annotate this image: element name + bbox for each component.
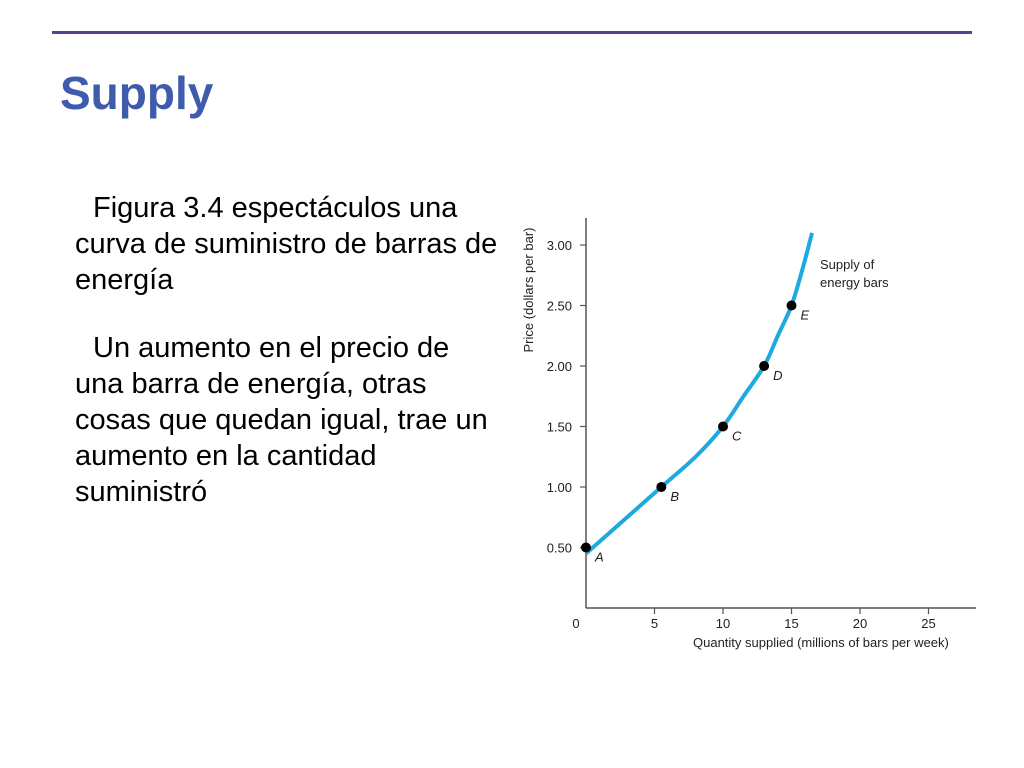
y-tick-label: 0.50 <box>547 541 572 556</box>
x-axis-label: Quantity supplied (millions of bars per … <box>693 635 949 650</box>
x-tick-label: 20 <box>853 616 867 631</box>
y-tick-label: 2.50 <box>547 299 572 314</box>
supply-curve <box>584 232 814 556</box>
point-d <box>759 361 770 371</box>
y-tick-label: 2.00 <box>547 359 572 374</box>
y-tick-label: 1.00 <box>547 480 572 495</box>
y-tick-label: 3.00 <box>547 238 572 253</box>
curve-label-line-2: energy bars <box>820 275 889 290</box>
point-label-e: E <box>801 308 810 323</box>
curve-label-line-1: Supply of <box>820 257 875 272</box>
point-c <box>718 421 728 432</box>
slide-title: Supply <box>60 67 214 119</box>
paragraph-2: Un aumento en el precio de una barra de … <box>75 332 488 508</box>
x-tick-label: 0 <box>572 616 579 631</box>
top-rule <box>52 31 972 34</box>
point-label-a: A <box>594 550 604 565</box>
point-b <box>656 482 667 492</box>
point-label-d: D <box>773 368 782 383</box>
x-tick-label: 15 <box>784 616 798 631</box>
point-e <box>786 300 797 311</box>
y-tick-label: 1.50 <box>547 420 572 435</box>
point-a <box>581 542 591 553</box>
y-axis-label: Price (dollars per bar) <box>521 228 536 353</box>
point-label-c: C <box>732 429 742 444</box>
x-tick-label: 10 <box>716 616 730 631</box>
x-tick-label: 5 <box>651 616 658 631</box>
x-tick-label: 25 <box>921 616 935 631</box>
point-label-b: B <box>670 489 679 504</box>
paragraph-1: Figura 3.4 espectáculos una curva de sum… <box>75 192 498 296</box>
